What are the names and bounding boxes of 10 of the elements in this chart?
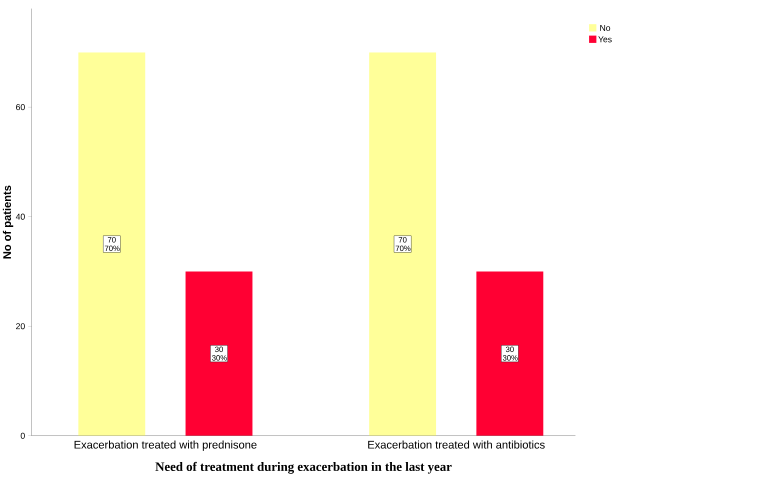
y-tick-label: 0 <box>20 432 25 439</box>
legend-label: No <box>600 24 610 31</box>
y-axis-title: No of patients <box>2 185 14 258</box>
y-tick-label: 40 <box>16 214 25 220</box>
y-tick-label: 60 <box>16 104 25 110</box>
legend-label: Yes <box>598 36 612 42</box>
x-tick-label: Exacerbation treated with prednisone <box>74 440 257 451</box>
y-tick-label: 20 <box>16 323 25 330</box>
x-tick-label: Exacerbation treated with antibiotics <box>368 440 545 449</box>
x-axis-title: Need of treatment during exacerbation in the last year <box>155 462 452 474</box>
